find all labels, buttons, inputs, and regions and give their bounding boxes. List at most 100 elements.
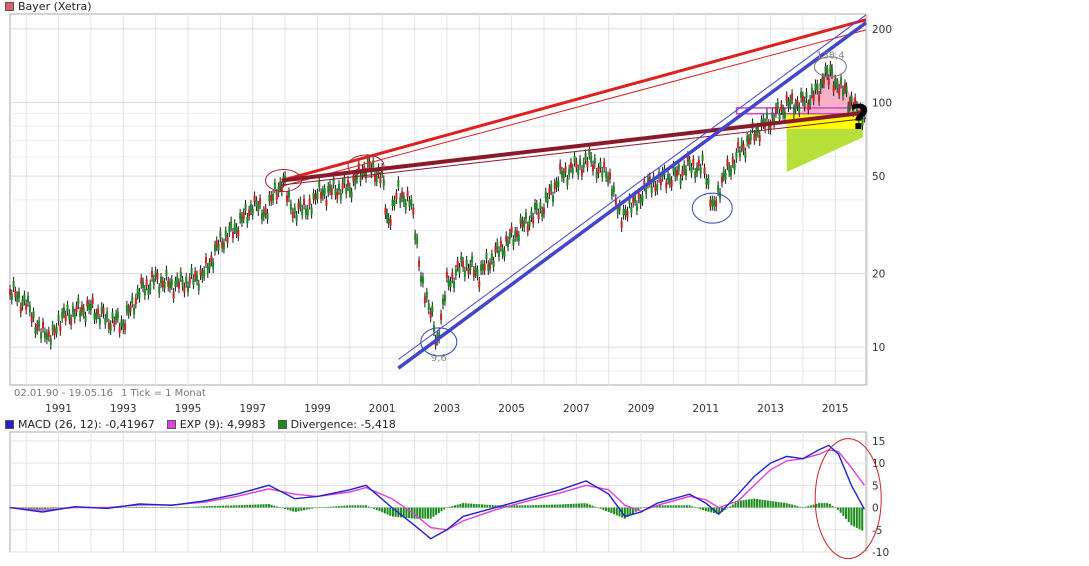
divergence-bar bbox=[230, 505, 233, 508]
price-candle-body bbox=[783, 111, 786, 119]
question-mark: ? bbox=[850, 98, 870, 138]
price-candle-body bbox=[765, 112, 768, 119]
price-candle-body bbox=[156, 273, 159, 280]
divergence-bar bbox=[783, 502, 786, 508]
price-candle-body bbox=[21, 299, 24, 307]
price-candle-body bbox=[481, 263, 484, 271]
price-candle-body bbox=[523, 221, 526, 228]
price-candle-body bbox=[490, 253, 493, 261]
price-candle-body bbox=[142, 281, 145, 288]
divergence-bar bbox=[373, 507, 376, 509]
red-resistance-line bbox=[281, 18, 867, 182]
price-candle-body bbox=[579, 158, 582, 166]
price-candle-body bbox=[262, 210, 265, 217]
price-candle-body bbox=[685, 169, 688, 176]
divergence-bar bbox=[168, 507, 171, 509]
price-candle-body bbox=[82, 307, 85, 315]
price-candle-body bbox=[564, 166, 567, 173]
price-candle-body bbox=[683, 164, 686, 171]
price-candle-body bbox=[53, 328, 56, 335]
x-tick-label: 2011 bbox=[692, 403, 719, 415]
divergence-bar bbox=[685, 505, 688, 508]
price-candle-body bbox=[19, 306, 22, 313]
price-candle-body bbox=[769, 123, 772, 130]
price-candle-body bbox=[172, 291, 175, 299]
divergence-bar bbox=[567, 504, 570, 508]
divergence-bar bbox=[491, 505, 494, 508]
price-candle-body bbox=[609, 172, 612, 180]
price-candle-body bbox=[149, 283, 152, 290]
price-candle-body bbox=[855, 104, 858, 112]
price-candle-body bbox=[440, 313, 443, 321]
divergence-bar bbox=[238, 505, 241, 508]
divergence-bar bbox=[756, 499, 759, 508]
divergence-bar bbox=[720, 507, 723, 512]
divergence-bar bbox=[254, 504, 257, 508]
divergence-bar bbox=[178, 507, 181, 509]
price-candle-body bbox=[306, 208, 309, 216]
divergence-bar bbox=[354, 505, 357, 508]
price-candle-body bbox=[845, 86, 848, 93]
price-candle-body bbox=[438, 332, 441, 339]
price-candle-body bbox=[104, 318, 107, 325]
price-candle-body bbox=[584, 153, 587, 160]
price-candle-body bbox=[551, 195, 554, 202]
price-candle-body bbox=[312, 192, 315, 200]
price-candle-body bbox=[635, 204, 638, 211]
price-candle-body bbox=[699, 167, 702, 174]
price-candle-body bbox=[321, 189, 324, 197]
divergence-bar bbox=[370, 507, 373, 509]
price-candle-body bbox=[711, 199, 714, 206]
divergence-bar bbox=[338, 506, 341, 508]
price-candle-body bbox=[64, 314, 67, 322]
price-candle-body bbox=[562, 172, 565, 179]
x-tick-label: 2003 bbox=[434, 403, 461, 415]
divergence-bar bbox=[154, 507, 157, 508]
price-candle-body bbox=[665, 182, 668, 189]
divergence-bar bbox=[60, 507, 63, 509]
divergence-bar bbox=[22, 507, 25, 509]
price-candle-body bbox=[201, 271, 204, 279]
price-candle-body bbox=[106, 311, 109, 318]
price-candle-body bbox=[626, 210, 629, 218]
price-candle-body bbox=[100, 306, 103, 313]
price-candle-body bbox=[494, 246, 497, 253]
price-candle-body bbox=[632, 196, 635, 204]
price-candle-body bbox=[447, 279, 450, 287]
price-candle-body bbox=[526, 225, 529, 232]
price-candle-body bbox=[544, 191, 547, 199]
price-candle-body bbox=[325, 199, 328, 207]
price-candle-body bbox=[386, 212, 389, 219]
price-candle-body bbox=[550, 184, 553, 191]
price-candle-body bbox=[131, 296, 134, 304]
price-candle-body bbox=[387, 217, 390, 224]
price-candle-body bbox=[525, 212, 528, 220]
price-candle-body bbox=[530, 211, 533, 218]
price-candle-body bbox=[528, 219, 531, 227]
divergence-bar bbox=[300, 507, 303, 511]
price-candle-body bbox=[713, 200, 716, 207]
price-candle-body bbox=[257, 205, 260, 212]
price-candle-body bbox=[512, 239, 515, 246]
price-candle-body bbox=[88, 303, 91, 310]
divergence-bar bbox=[677, 505, 680, 508]
divergence-bar bbox=[122, 507, 125, 509]
divergence-bar bbox=[413, 507, 416, 519]
price-candle-body bbox=[222, 242, 225, 250]
divergence-bar bbox=[281, 507, 284, 509]
price-candle-body bbox=[120, 319, 123, 326]
price-candle-body bbox=[753, 134, 756, 141]
price-candle-body bbox=[327, 186, 330, 193]
x-tick-label: 2015 bbox=[822, 403, 849, 415]
divergence-bar bbox=[588, 504, 591, 508]
divergence-bar bbox=[251, 504, 254, 508]
price-legend-label: Bayer (Xetra) bbox=[18, 0, 92, 13]
price-candle-body bbox=[832, 85, 835, 92]
macd-y-tick-label: -5 bbox=[872, 525, 882, 537]
price-candle-body bbox=[393, 199, 396, 207]
y-tick-label: 100 bbox=[872, 97, 892, 109]
price-candle-body bbox=[847, 105, 850, 113]
divergence-bar bbox=[262, 504, 265, 508]
price-candle-body bbox=[102, 307, 105, 315]
divergence-bar bbox=[561, 504, 564, 508]
